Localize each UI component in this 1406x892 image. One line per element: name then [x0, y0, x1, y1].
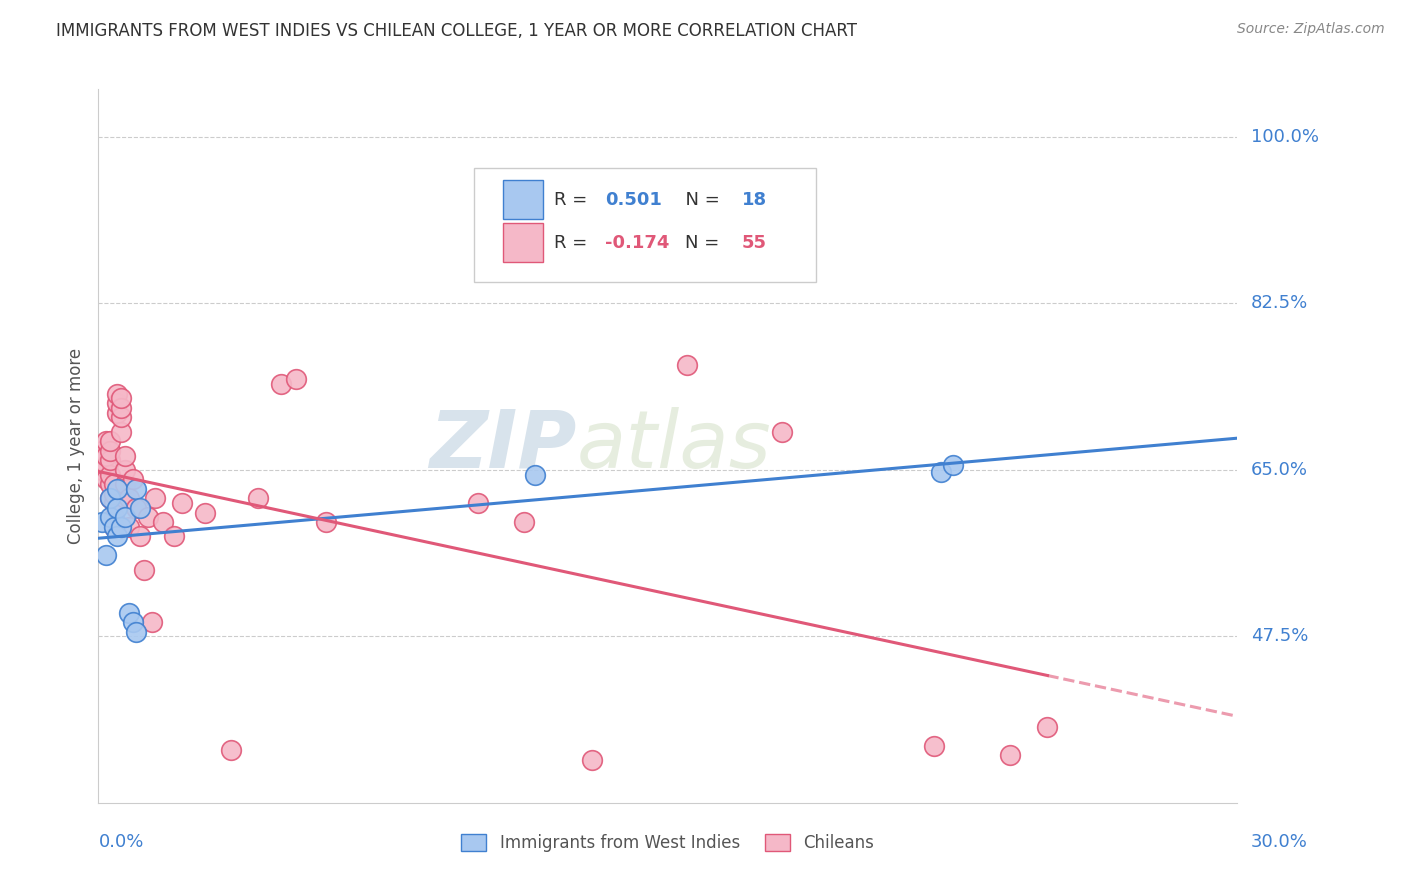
Point — [110, 401, 132, 415]
Y-axis label: College, 1 year or more: College, 1 year or more — [66, 348, 84, 544]
Point — [94, 449, 117, 463]
Point — [270, 377, 292, 392]
Point — [125, 500, 148, 515]
Point — [136, 510, 159, 524]
Point — [1036, 720, 1059, 734]
Point — [145, 491, 167, 506]
Point — [118, 491, 141, 506]
Point — [94, 434, 117, 449]
Point — [110, 410, 132, 425]
Point — [98, 467, 121, 482]
Point — [107, 529, 129, 543]
Text: 100.0%: 100.0% — [1251, 128, 1319, 145]
Point — [152, 515, 174, 529]
Point — [125, 624, 148, 639]
Point — [141, 615, 163, 629]
Point — [98, 491, 121, 506]
Point — [103, 510, 125, 524]
Point — [98, 453, 121, 467]
Point — [922, 739, 945, 753]
Text: IMMIGRANTS FROM WEST INDIES VS CHILEAN COLLEGE, 1 YEAR OR MORE CORRELATION CHART: IMMIGRANTS FROM WEST INDIES VS CHILEAN C… — [56, 22, 858, 40]
Point — [103, 486, 125, 500]
Point — [114, 510, 136, 524]
Point — [98, 510, 121, 524]
Text: ZIP: ZIP — [429, 407, 576, 485]
Point — [114, 449, 136, 463]
Point — [524, 467, 547, 482]
Point — [246, 491, 269, 506]
Point — [676, 358, 699, 372]
Point — [107, 482, 129, 496]
Point — [118, 606, 141, 620]
Point — [103, 477, 125, 491]
Text: N =: N = — [685, 234, 725, 252]
Point — [942, 458, 965, 472]
Point — [91, 515, 114, 529]
Point — [221, 743, 243, 757]
Point — [118, 520, 141, 534]
Point — [929, 465, 952, 479]
Point — [103, 520, 125, 534]
Text: 30.0%: 30.0% — [1251, 833, 1308, 851]
Point — [125, 482, 148, 496]
Text: -0.174: -0.174 — [605, 234, 669, 252]
Point — [107, 406, 129, 420]
Text: Source: ZipAtlas.com: Source: ZipAtlas.com — [1237, 22, 1385, 37]
Text: R =: R = — [554, 191, 593, 209]
Text: N =: N = — [673, 191, 725, 209]
Legend: Immigrants from West Indies, Chileans: Immigrants from West Indies, Chileans — [454, 827, 882, 859]
Point — [194, 506, 217, 520]
Point — [98, 443, 121, 458]
Point — [163, 529, 186, 543]
Text: 82.5%: 82.5% — [1251, 294, 1309, 312]
Point — [129, 529, 152, 543]
Point — [770, 425, 793, 439]
Point — [132, 563, 155, 577]
Point — [110, 520, 132, 534]
Point — [315, 515, 337, 529]
FancyBboxPatch shape — [474, 168, 815, 282]
Text: 47.5%: 47.5% — [1251, 627, 1309, 645]
Point — [94, 472, 117, 486]
Point — [98, 491, 121, 506]
Point — [98, 477, 121, 491]
Point — [110, 392, 132, 406]
Point — [91, 453, 114, 467]
Point — [107, 386, 129, 401]
Point — [107, 396, 129, 410]
Point — [114, 463, 136, 477]
Point — [98, 434, 121, 449]
Point — [114, 491, 136, 506]
Point — [121, 615, 143, 629]
Text: 0.0%: 0.0% — [98, 833, 143, 851]
Point — [107, 500, 129, 515]
Point — [114, 477, 136, 491]
Text: R =: R = — [554, 234, 593, 252]
Point — [121, 472, 143, 486]
Point — [94, 549, 117, 563]
Point — [998, 748, 1021, 763]
FancyBboxPatch shape — [503, 180, 543, 219]
Point — [129, 500, 152, 515]
FancyBboxPatch shape — [503, 223, 543, 262]
Point — [91, 443, 114, 458]
Text: 18: 18 — [742, 191, 768, 209]
Point — [103, 496, 125, 510]
Text: 55: 55 — [742, 234, 766, 252]
Text: 65.0%: 65.0% — [1251, 461, 1308, 479]
Point — [284, 372, 307, 386]
Point — [94, 458, 117, 472]
Point — [512, 515, 534, 529]
Text: atlas: atlas — [576, 407, 772, 485]
Point — [467, 496, 489, 510]
Point — [170, 496, 193, 510]
Text: 0.501: 0.501 — [605, 191, 662, 209]
Point — [110, 425, 132, 439]
Point — [91, 463, 114, 477]
Point — [103, 520, 125, 534]
Point — [581, 753, 603, 767]
